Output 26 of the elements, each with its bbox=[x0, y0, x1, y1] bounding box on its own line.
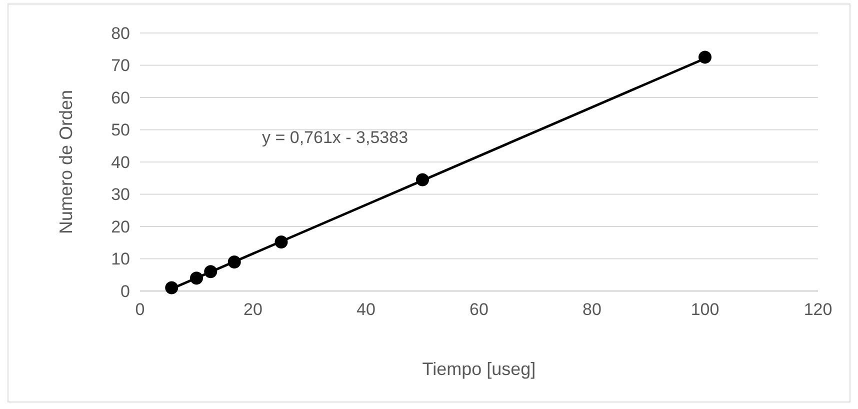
point bbox=[165, 281, 178, 294]
y-tick-label: 50 bbox=[111, 120, 130, 140]
y-tick-label: 30 bbox=[111, 185, 130, 204]
point bbox=[416, 173, 429, 186]
y-tick-label: 10 bbox=[111, 250, 130, 269]
point bbox=[204, 265, 218, 278]
y-tick-label: 40 bbox=[111, 152, 130, 172]
point bbox=[698, 50, 712, 64]
point bbox=[274, 235, 288, 248]
x-axis-title: Tiempo [useg] bbox=[422, 359, 536, 379]
x-tick-label: 100 bbox=[690, 300, 720, 319]
x-tick-label: 20 bbox=[244, 300, 262, 319]
y-tick-label: 60 bbox=[111, 88, 130, 108]
y-axis-title: Numero de Orden bbox=[56, 90, 76, 234]
point bbox=[228, 255, 241, 268]
x-tick-label: 40 bbox=[356, 300, 376, 319]
y-tick-label: 0 bbox=[120, 282, 130, 301]
y-tick-label: 20 bbox=[111, 217, 130, 236]
x-tick-label: 80 bbox=[582, 300, 602, 319]
y-tick-label: 80 bbox=[111, 24, 130, 43]
x-tick-label: 120 bbox=[804, 300, 832, 319]
x-tick-label: 60 bbox=[470, 300, 488, 319]
x-tick-label: 0 bbox=[135, 300, 145, 319]
point bbox=[190, 272, 203, 285]
annotation: y = 0,761x - 3,5383 bbox=[262, 128, 408, 147]
y-tick-label: 70 bbox=[111, 56, 130, 76]
